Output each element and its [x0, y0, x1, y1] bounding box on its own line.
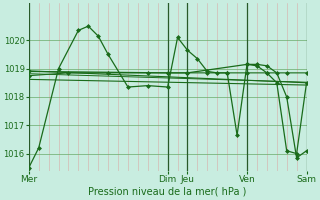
X-axis label: Pression niveau de la mer( hPa ): Pression niveau de la mer( hPa ) — [88, 187, 247, 197]
